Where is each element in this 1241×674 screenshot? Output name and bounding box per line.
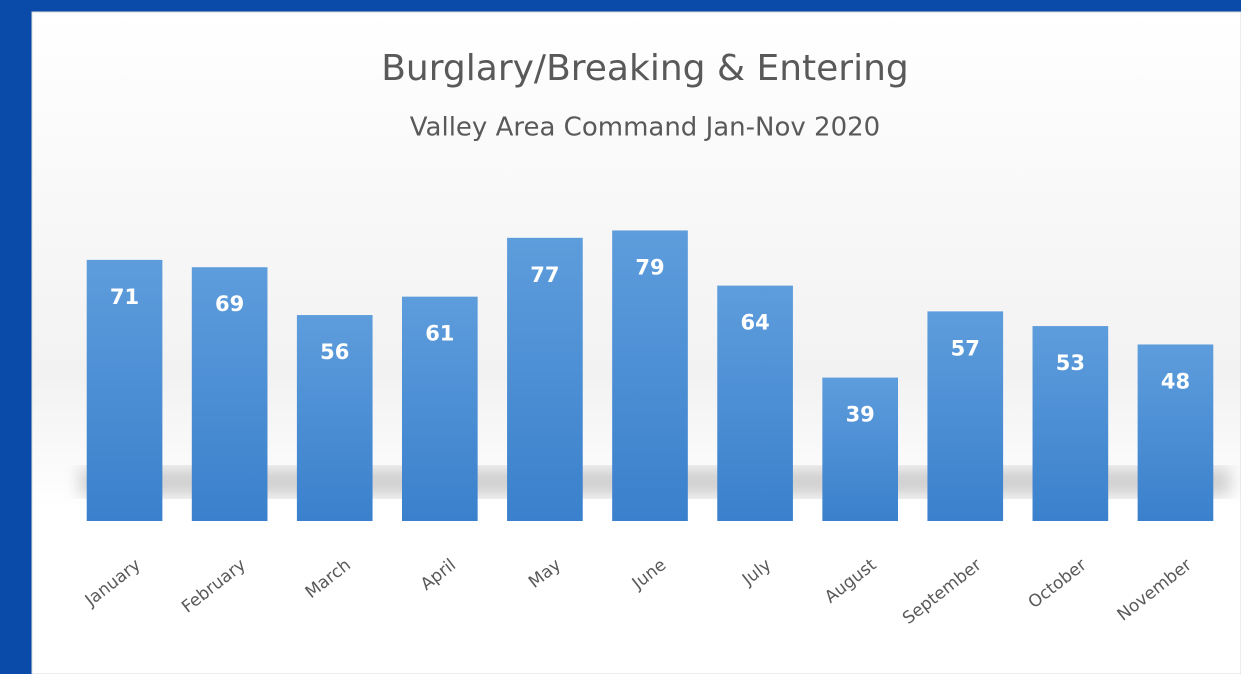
chart-subtitle: Valley Area Command Jan-Nov 2020 — [410, 113, 880, 143]
bar — [927, 311, 1004, 521]
value-label: 64 — [740, 311, 769, 335]
chart-title: Burglary/Breaking & Entering — [381, 48, 909, 89]
value-label: 61 — [425, 322, 454, 346]
value-label: 71 — [110, 285, 139, 309]
value-label: 53 — [1056, 351, 1085, 375]
value-label: 77 — [530, 263, 559, 287]
value-label: 48 — [1161, 369, 1190, 393]
value-label: 57 — [951, 336, 980, 360]
value-label: 69 — [215, 292, 244, 316]
bar — [296, 315, 373, 521]
bar — [822, 377, 899, 521]
value-label: 39 — [846, 403, 875, 427]
bar — [86, 259, 163, 521]
bar — [191, 267, 268, 521]
bar — [612, 230, 688, 521]
bar — [717, 285, 793, 521]
bar — [1032, 326, 1109, 521]
value-label: 79 — [635, 255, 664, 279]
bar — [1137, 344, 1214, 521]
bar — [401, 296, 478, 521]
value-label: 56 — [320, 340, 349, 364]
bar — [507, 237, 583, 522]
